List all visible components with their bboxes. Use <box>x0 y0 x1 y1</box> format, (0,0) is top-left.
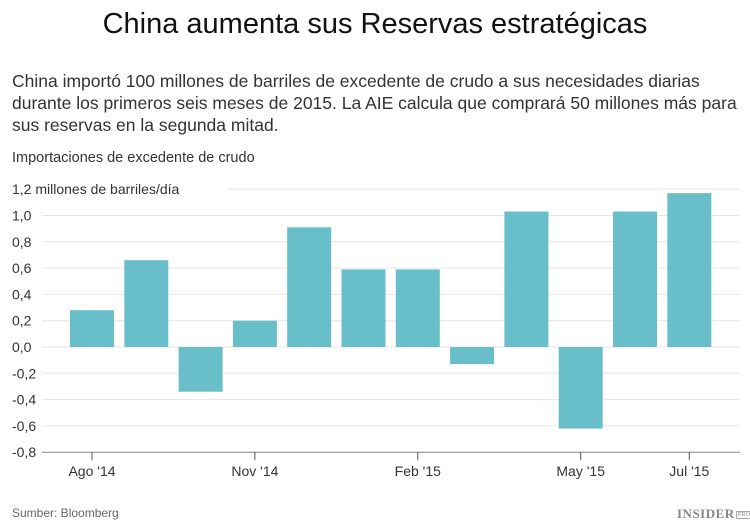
insider-pro-logo: INSIDER PRO <box>677 506 750 522</box>
bar-nov-2014 <box>232 320 277 347</box>
bar-ene-2015 <box>341 269 386 347</box>
bar-mar-2015 <box>450 347 495 365</box>
y-tick-label: 0,2 <box>12 313 32 329</box>
bar-chart: -0,8 -0,6 -0,4 -0,2 0,0 0,2 0,4 0,6 0,8 1,0 1,2 mi… <box>12 181 740 479</box>
y-tick-label: -0,6 <box>12 418 36 434</box>
y-tick-label: 1,0 <box>12 208 32 224</box>
y-tick-label: -0,2 <box>12 365 36 381</box>
y-tick-label: -0,4 <box>12 392 36 408</box>
series-label: Importaciones de excedente de crudo <box>12 150 255 166</box>
bar-ago-2014 <box>70 310 114 347</box>
bar-jun-2015 <box>613 211 657 347</box>
source-note: Sumber: Bloomberg <box>12 506 119 520</box>
bar-abr-2015 <box>504 211 549 347</box>
bar-dic-2014 <box>287 227 332 347</box>
y-tick-label: 0,4 <box>12 286 32 302</box>
y-tick-label: 0,0 <box>12 339 32 355</box>
chart-subtitle: China importó 100 millones de barriles d… <box>12 71 737 135</box>
y-tick-label: 0,6 <box>12 260 32 276</box>
bar-jul-2015 <box>667 193 712 347</box>
y-tick-label: 1,2 millones de barriles/día <box>12 181 180 197</box>
logo-text: INSIDER <box>677 506 735 521</box>
bar-may-2015 <box>558 347 603 429</box>
bar-feb-2015 <box>395 269 440 347</box>
x-tick-label: Ago '14 <box>68 463 115 479</box>
y-tick-label: -0,8 <box>12 444 36 460</box>
x-tick-label: May '15 <box>556 463 605 479</box>
bar-oct-2014 <box>178 347 223 392</box>
x-tick-label: Jul '15 <box>669 463 709 479</box>
logo-badge: PRO <box>735 511 750 520</box>
chart-title: China aumenta sus Reservas estratégicas <box>102 8 648 40</box>
y-tick-label: 0,8 <box>12 234 32 250</box>
x-tick-label: Feb '15 <box>395 463 441 479</box>
x-tick-label: Nov '14 <box>231 463 278 479</box>
bar-sep-2014 <box>124 260 169 347</box>
